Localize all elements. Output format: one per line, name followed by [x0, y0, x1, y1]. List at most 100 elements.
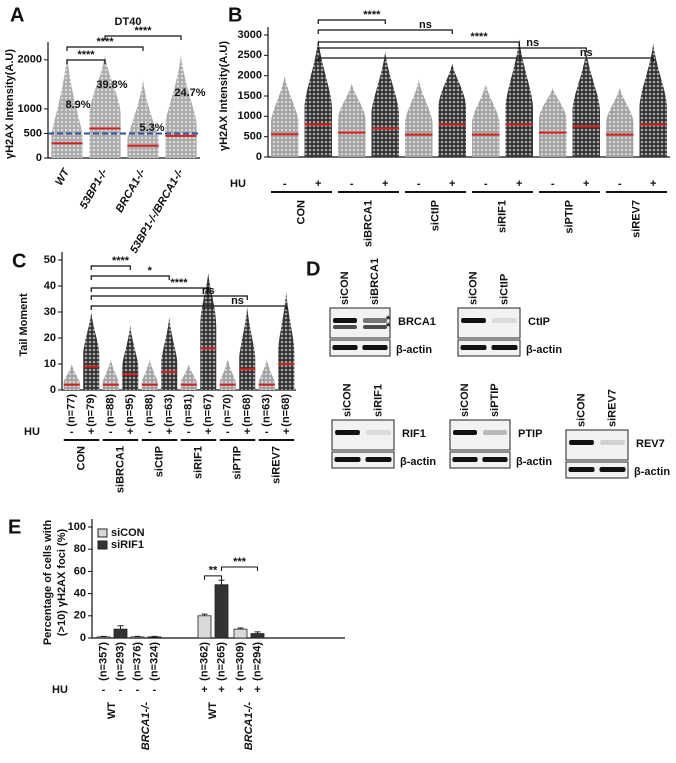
- hu-sign: +: [205, 426, 211, 438]
- category-label: siBRCA1: [114, 446, 126, 493]
- lane-label: siPTIP: [489, 383, 501, 417]
- significance-bracket: [317, 47, 587, 52]
- hu-sign: -: [350, 178, 354, 190]
- percent-annotation: 5.3%: [139, 122, 164, 134]
- y-axis-label: Tail Moment: [18, 293, 30, 357]
- error-bar: [100, 635, 107, 637]
- error-bar: [201, 613, 208, 616]
- hu-sign: +: [127, 426, 133, 438]
- hu-sign: +: [218, 684, 224, 696]
- y-tick-label: 2000: [18, 54, 42, 66]
- hu-label: HU: [24, 426, 40, 438]
- error-bar: [151, 635, 158, 637]
- hu-sign: -: [226, 426, 230, 438]
- category-label: CON: [295, 200, 307, 225]
- chart-title: DT40: [115, 16, 142, 28]
- percent-annotation: 8.9%: [65, 99, 90, 111]
- category-label: WT: [53, 166, 73, 188]
- n-label: (n=81): [183, 394, 195, 427]
- n-label: (n=77): [66, 394, 78, 427]
- lane-label: siBRCA1: [369, 258, 381, 305]
- significance-label: ****: [470, 31, 488, 43]
- significance-bracket: [104, 35, 182, 40]
- n-label: (n=324): [148, 642, 160, 681]
- hu-sign: -: [102, 684, 106, 696]
- y-tick-label: 80: [74, 543, 86, 555]
- actin-band: [460, 345, 487, 350]
- y-tick-label: 500: [244, 131, 262, 143]
- category-label: siREV7: [270, 446, 282, 484]
- dot-texture: [338, 83, 366, 157]
- y-tick-label: 0: [36, 152, 42, 164]
- hu-sign: +: [244, 426, 250, 438]
- hu-sign: +: [283, 426, 289, 438]
- n-label: (n=293): [114, 642, 126, 681]
- dot-texture: [239, 306, 256, 390]
- target-band: [461, 318, 486, 323]
- y-tick-label: 500: [24, 127, 42, 139]
- dot-texture: [200, 273, 217, 390]
- dot-texture: [539, 87, 567, 157]
- hu-sign: +: [237, 684, 243, 696]
- y-axis-label: γH2AX Intensity(A.U): [4, 49, 16, 159]
- significance-bracket: [221, 566, 258, 571]
- y-tick-label: 1000: [238, 110, 262, 122]
- y-tick-label: 0: [80, 632, 86, 644]
- hu-label: HU: [230, 178, 246, 190]
- hu-sign: -: [417, 178, 421, 190]
- hu-sign: +: [88, 426, 94, 438]
- hu-sign: +: [254, 684, 260, 696]
- category-label: BRCA1-/-: [243, 702, 255, 751]
- hu-sign: -: [153, 684, 157, 696]
- significance-label: ****: [134, 25, 152, 37]
- hu-sign: -: [187, 426, 191, 438]
- hu-sign: -: [109, 426, 113, 438]
- panel-letter: B: [228, 4, 242, 26]
- dot-texture: [606, 87, 634, 157]
- dot-texture: [89, 54, 121, 159]
- significance-label: ****: [112, 255, 130, 267]
- y-axis-label: γH2AX Intensity(A.U): [218, 41, 230, 151]
- target-band: [366, 430, 391, 435]
- target-band: [483, 430, 507, 435]
- hu-sign: +: [650, 178, 656, 190]
- target-label: CtIP: [528, 316, 550, 328]
- error-bar: [237, 627, 244, 630]
- target-label: BRCA1: [398, 316, 436, 328]
- category-label: BRCA1-/-: [114, 167, 149, 215]
- lane-label: siCON: [341, 383, 353, 417]
- y-tick-label: 40: [44, 280, 56, 292]
- dot-texture: [63, 364, 80, 390]
- hu-sign: +: [583, 178, 589, 190]
- control-label: β-actin: [516, 456, 552, 468]
- error-bar: [218, 579, 225, 585]
- category-label: siCtIP: [429, 200, 441, 231]
- control-label: β-actin: [634, 466, 670, 478]
- n-label: (n=63): [163, 394, 175, 427]
- control-label: β-actin: [396, 344, 432, 356]
- actin-band: [568, 467, 595, 472]
- blot-frame: [457, 339, 521, 357]
- n-label: (n=95): [124, 394, 136, 427]
- hu-sign: -: [618, 178, 622, 190]
- n-label: (n=68): [280, 394, 292, 427]
- bar: [96, 636, 111, 639]
- hu-sign: +: [315, 178, 321, 190]
- significance-bracket: [66, 46, 144, 51]
- n-label: (n=88): [144, 394, 156, 427]
- hu-sign: -: [148, 426, 152, 438]
- category-label: CON: [75, 446, 87, 471]
- n-label: (n=362): [198, 642, 210, 681]
- error-bar: [254, 631, 261, 634]
- target-label: RIF1: [402, 428, 426, 440]
- dot-texture: [161, 317, 178, 390]
- dot-texture: [219, 358, 236, 390]
- target-band: [363, 325, 387, 329]
- n-label: (n=68): [241, 394, 253, 427]
- dot-texture: [472, 83, 500, 157]
- n-label: (n=63): [261, 394, 273, 427]
- dot-texture: [180, 364, 197, 390]
- actin-band: [482, 457, 508, 462]
- dot-texture: [122, 325, 139, 390]
- bar: [214, 584, 229, 639]
